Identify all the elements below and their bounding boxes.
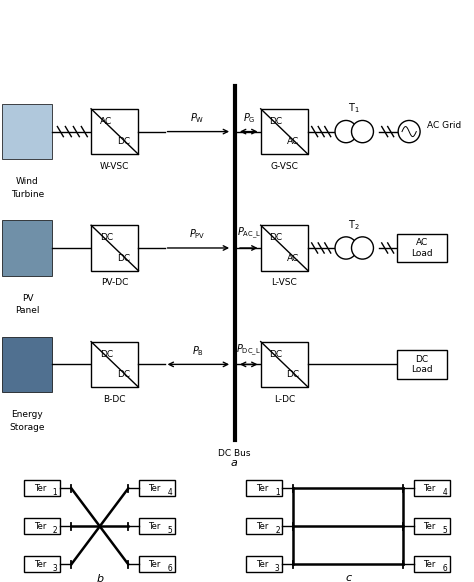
Text: Ter: Ter (256, 522, 268, 531)
Text: G-VSC: G-VSC (271, 162, 298, 171)
Bar (91, 109, 138, 154)
Text: _6: _6 (439, 563, 447, 572)
Text: _5: _5 (164, 526, 173, 534)
Text: DC: DC (269, 350, 283, 359)
Text: _2: _2 (50, 526, 58, 534)
Text: Energy: Energy (11, 410, 43, 419)
Text: Ter: Ter (34, 522, 46, 531)
Text: Ter: Ter (148, 484, 161, 493)
Text: DC: DC (117, 137, 130, 146)
Text: Panel: Panel (15, 306, 40, 315)
Text: DC Bus: DC Bus (218, 449, 251, 459)
Text: _3: _3 (49, 563, 58, 572)
Text: $P_{\mathsf{G}}$: $P_{\mathsf{G}}$ (243, 111, 255, 125)
Bar (414, 518, 449, 534)
Bar (2, 104, 53, 159)
Text: Ter: Ter (256, 560, 268, 569)
Text: Ter: Ter (34, 560, 46, 569)
Bar (139, 556, 175, 572)
Text: $P_{\mathsf{DC\_L}}$: $P_{\mathsf{DC\_L}}$ (237, 343, 262, 358)
Text: $a$: $a$ (230, 458, 238, 468)
Text: L-VSC: L-VSC (272, 278, 297, 288)
Text: $P_{\mathsf{B}}$: $P_{\mathsf{B}}$ (192, 344, 204, 358)
Text: DC: DC (269, 233, 283, 243)
Bar (139, 518, 175, 534)
Text: Wind: Wind (16, 177, 39, 186)
Text: $b$: $b$ (96, 572, 104, 582)
Text: _4: _4 (439, 487, 447, 496)
Text: DC: DC (269, 117, 283, 126)
Text: $P_{\mathsf{W}}$: $P_{\mathsf{W}}$ (190, 111, 204, 125)
Text: AC: AC (287, 254, 299, 262)
Text: $P_{\mathsf{AC\_L}}$: $P_{\mathsf{AC\_L}}$ (237, 226, 261, 242)
Text: DC: DC (117, 370, 130, 379)
Bar (246, 556, 283, 572)
Text: Ter: Ter (256, 484, 268, 493)
Text: Ter: Ter (148, 560, 161, 569)
Text: _6: _6 (164, 563, 173, 572)
Text: Storage: Storage (9, 423, 45, 432)
Text: Ter: Ter (34, 484, 46, 493)
Text: _1: _1 (272, 487, 280, 496)
Bar (2, 336, 53, 392)
Text: Ter: Ter (423, 560, 435, 569)
Text: DC
Load: DC Load (411, 354, 432, 374)
Text: AC Grid: AC Grid (427, 120, 461, 130)
Text: Ter: Ter (423, 484, 435, 493)
Text: _3: _3 (272, 563, 280, 572)
Bar (139, 480, 175, 496)
Text: _2: _2 (272, 526, 280, 534)
Circle shape (398, 120, 420, 143)
Text: B-DC: B-DC (103, 395, 126, 404)
Text: $c$: $c$ (345, 573, 353, 582)
Text: DC: DC (100, 233, 113, 243)
Bar (25, 556, 60, 572)
Text: _1: _1 (50, 487, 58, 496)
Circle shape (335, 237, 357, 259)
Bar (414, 480, 449, 496)
Text: DC: DC (100, 350, 113, 359)
Text: AC: AC (100, 117, 112, 126)
Text: Ter: Ter (148, 522, 161, 531)
Bar (261, 225, 308, 271)
Text: AC
Load: AC Load (411, 238, 432, 258)
Bar (91, 342, 138, 387)
Text: _5: _5 (439, 526, 447, 534)
Text: L-DC: L-DC (274, 395, 295, 404)
Text: Ter: Ter (423, 522, 435, 531)
Text: PV: PV (22, 293, 33, 303)
Bar (25, 518, 60, 534)
Text: PV-DC: PV-DC (101, 278, 128, 288)
Circle shape (335, 120, 357, 143)
Text: Turbine: Turbine (11, 190, 44, 199)
Text: $P_{\mathsf{PV}}$: $P_{\mathsf{PV}}$ (189, 228, 205, 242)
Bar (91, 225, 138, 271)
Text: T$_2$: T$_2$ (348, 218, 360, 232)
Bar (246, 518, 283, 534)
Text: W-VSC: W-VSC (100, 162, 129, 171)
Circle shape (352, 237, 374, 259)
Bar (397, 234, 447, 262)
Bar (261, 342, 308, 387)
Bar (397, 350, 447, 378)
Bar (261, 109, 308, 154)
Text: DC: DC (286, 370, 300, 379)
Text: T$_1$: T$_1$ (348, 102, 360, 115)
Bar (414, 556, 449, 572)
Bar (2, 220, 53, 276)
Circle shape (352, 120, 374, 143)
Text: DC: DC (117, 254, 130, 262)
Bar (246, 480, 283, 496)
Bar (25, 480, 60, 496)
Text: _4: _4 (164, 487, 173, 496)
Text: AC: AC (287, 137, 299, 146)
